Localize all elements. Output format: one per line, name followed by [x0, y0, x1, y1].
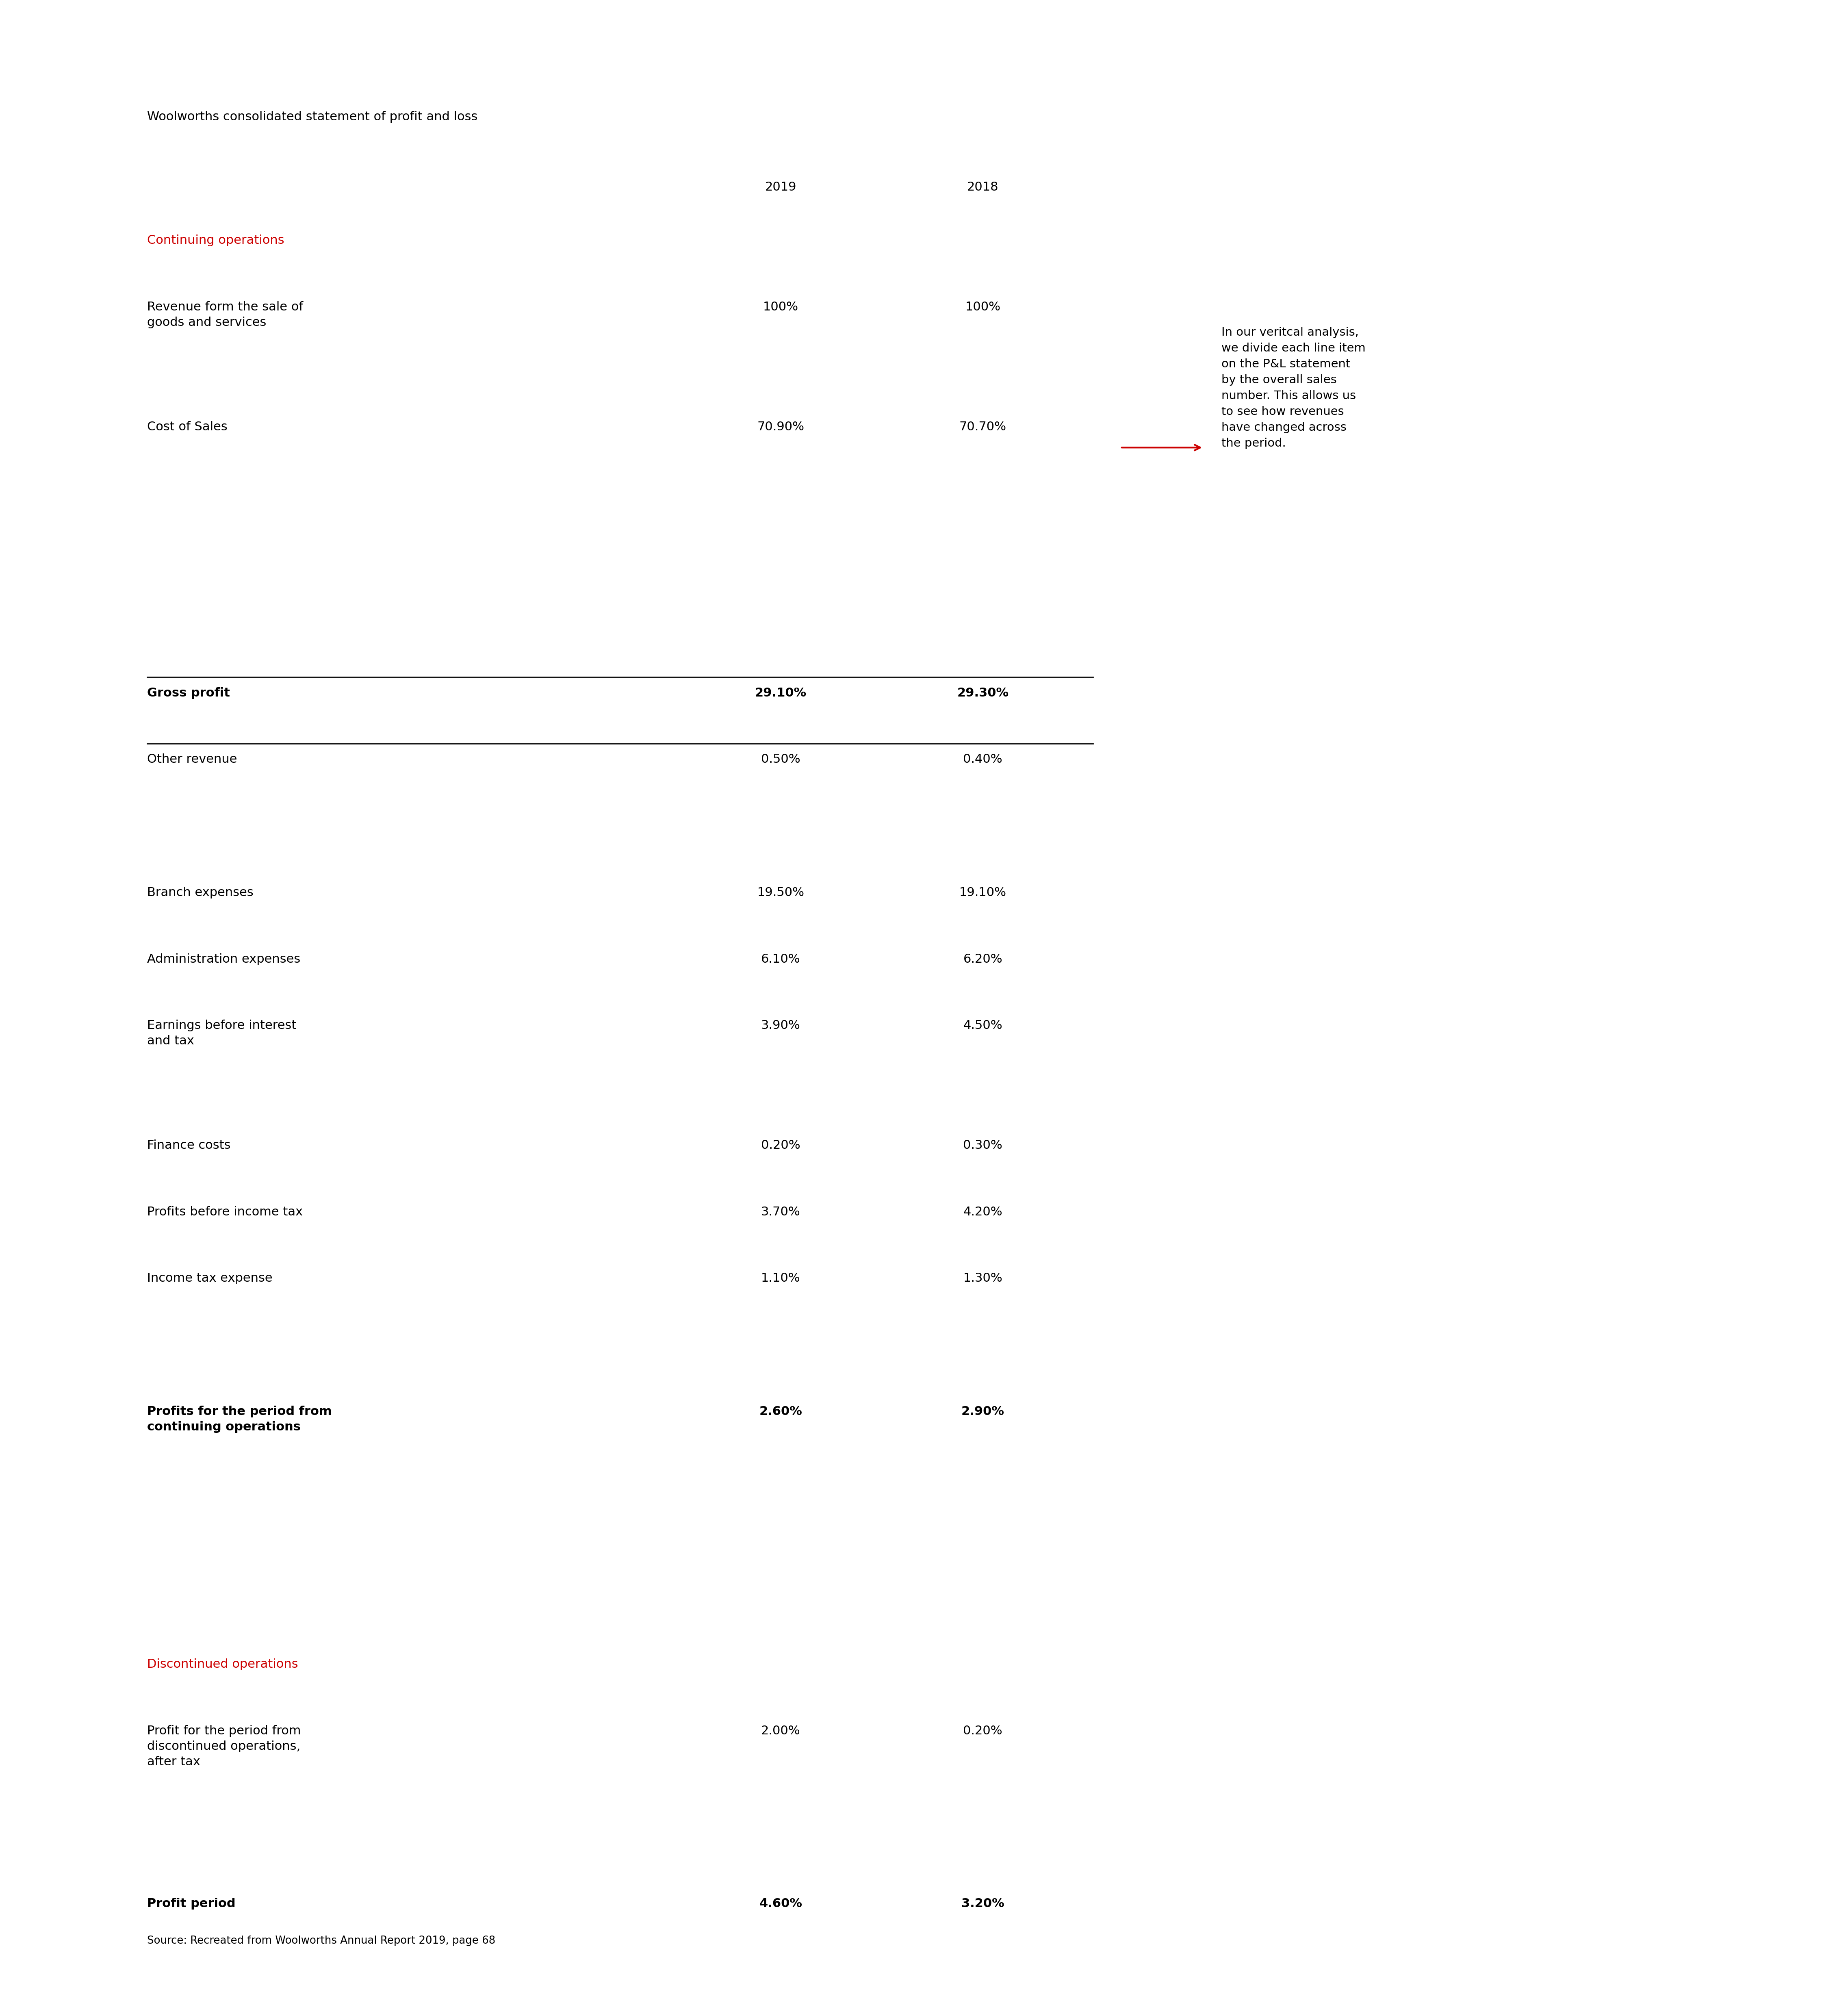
Text: Profits for the period from
continuing operations: Profits for the period from continuing o… [147, 1405, 332, 1433]
Text: 0.20%: 0.20% [761, 1139, 801, 1151]
Text: Earnings before interest
and tax: Earnings before interest and tax [147, 1020, 296, 1046]
Text: 6.10%: 6.10% [761, 954, 801, 966]
Text: 100%: 100% [964, 300, 1001, 312]
Text: Finance costs: Finance costs [147, 1139, 230, 1151]
Text: Continuing operations: Continuing operations [147, 234, 285, 246]
Text: 4.20%: 4.20% [963, 1206, 1003, 1218]
Text: 29.30%: 29.30% [957, 687, 1009, 700]
Text: 1.30%: 1.30% [963, 1272, 1003, 1284]
Text: 1.10%: 1.10% [761, 1272, 801, 1284]
Text: 4.50%: 4.50% [963, 1020, 1003, 1032]
Text: 2018: 2018 [966, 181, 999, 194]
Text: 0.30%: 0.30% [963, 1139, 1003, 1151]
Text: 3.90%: 3.90% [761, 1020, 801, 1032]
Text: 19.10%: 19.10% [959, 887, 1007, 899]
Text: 2.90%: 2.90% [961, 1405, 1005, 1417]
Text: Discontinued operations: Discontinued operations [147, 1659, 298, 1669]
Text: Woolworths consolidated statement of profit and loss: Woolworths consolidated statement of pro… [147, 111, 478, 123]
Text: 70.70%: 70.70% [959, 421, 1007, 433]
Text: Gross profit: Gross profit [147, 687, 230, 700]
Text: Revenue form the sale of
goods and services: Revenue form the sale of goods and servi… [147, 300, 303, 329]
Text: Other revenue: Other revenue [147, 754, 237, 766]
Text: 0.50%: 0.50% [761, 754, 801, 766]
Text: Source: Recreated from Woolworths Annual Report 2019, page 68: Source: Recreated from Woolworths Annual… [147, 1935, 496, 1945]
Text: Branch expenses: Branch expenses [147, 887, 254, 899]
Text: 0.40%: 0.40% [963, 754, 1003, 766]
Text: Cost of Sales: Cost of Sales [147, 421, 228, 433]
Text: 0.20%: 0.20% [963, 1726, 1003, 1736]
Text: 2.00%: 2.00% [761, 1726, 801, 1736]
Text: 3.20%: 3.20% [961, 1897, 1005, 1909]
Text: Profits before income tax: Profits before income tax [147, 1206, 303, 1218]
Text: Administration expenses: Administration expenses [147, 954, 299, 966]
Text: 100%: 100% [762, 300, 799, 312]
Text: 3.70%: 3.70% [761, 1206, 801, 1218]
Text: 19.50%: 19.50% [757, 887, 805, 899]
Text: Profit period: Profit period [147, 1897, 235, 1909]
Text: 6.20%: 6.20% [963, 954, 1003, 966]
Text: 4.60%: 4.60% [759, 1897, 803, 1909]
Text: Income tax expense: Income tax expense [147, 1272, 272, 1284]
Text: Profit for the period from
discontinued operations,
after tax: Profit for the period from discontinued … [147, 1726, 301, 1768]
Text: 29.10%: 29.10% [755, 687, 806, 700]
Text: 2.60%: 2.60% [759, 1405, 803, 1417]
Text: 2019: 2019 [764, 181, 797, 194]
Text: In our veritcal analysis,
we divide each line item
on the P&L statement
by the o: In our veritcal analysis, we divide each… [1222, 327, 1365, 450]
Text: 70.90%: 70.90% [757, 421, 805, 433]
